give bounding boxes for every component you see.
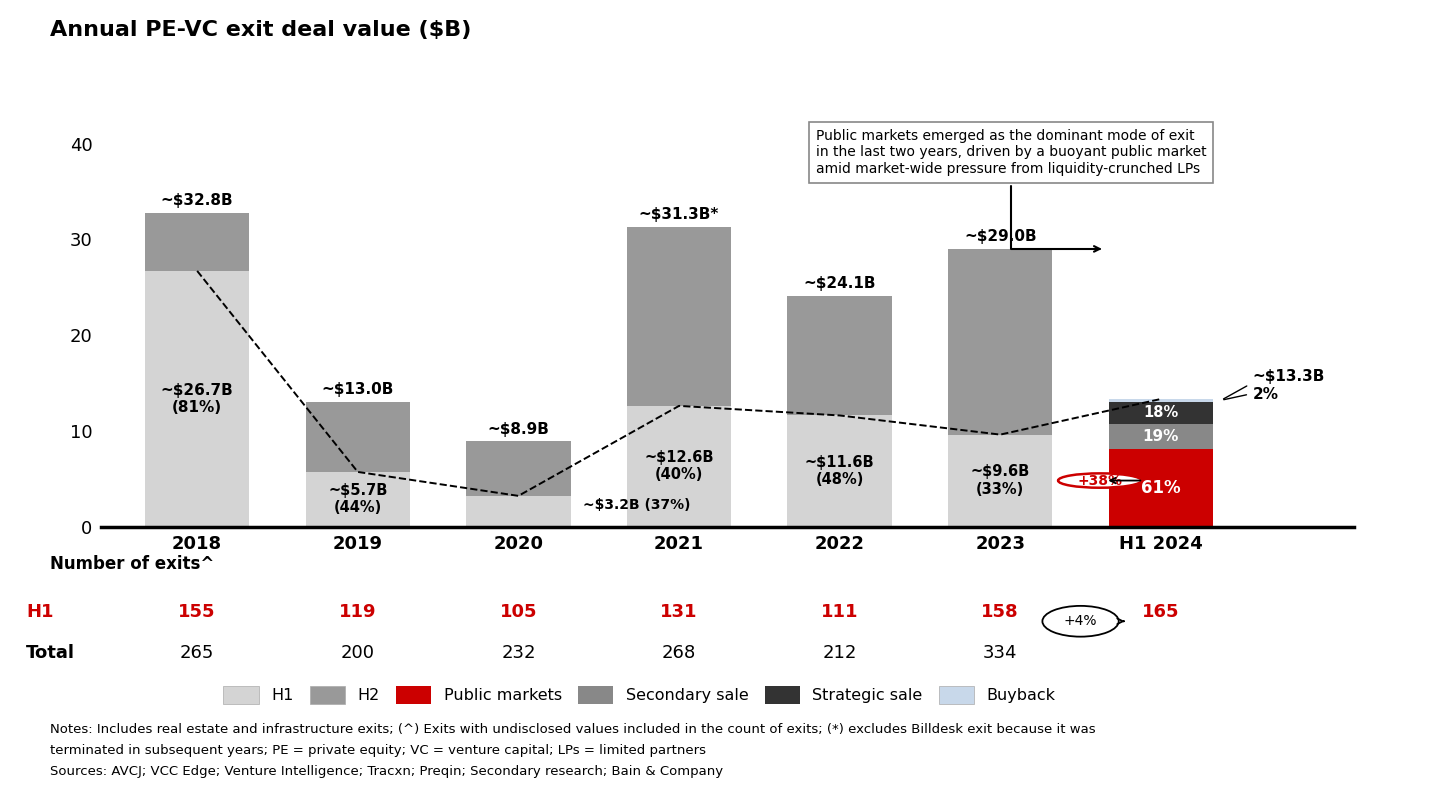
Text: +38%: +38% — [1077, 474, 1122, 488]
Text: ~$32.8B: ~$32.8B — [161, 193, 233, 207]
Text: terminated in subsequent years; PE = private equity; VC = venture capital; LPs =: terminated in subsequent years; PE = pri… — [50, 744, 707, 757]
Bar — [305, 472, 410, 526]
Text: Total: Total — [26, 644, 75, 662]
Bar — [1109, 424, 1212, 449]
Text: Notes: Includes real estate and infrastructure exits; (^) Exits with undisclosed: Notes: Includes real estate and infrastr… — [50, 723, 1096, 735]
Legend: H1, H2, Public markets, Secondary sale, Strategic sale, Buyback: H1, H2, Public markets, Secondary sale, … — [223, 686, 1056, 704]
Text: 200: 200 — [341, 644, 374, 662]
Text: 155: 155 — [179, 603, 216, 621]
Text: ~$29.0B: ~$29.0B — [963, 229, 1037, 244]
Text: Number of exits^: Number of exits^ — [50, 555, 215, 573]
Ellipse shape — [1058, 473, 1142, 488]
Text: 334: 334 — [984, 644, 1018, 662]
Bar — [467, 496, 570, 526]
Text: Annual PE-VC exit deal value ($B): Annual PE-VC exit deal value ($B) — [50, 20, 472, 40]
Bar — [788, 296, 891, 416]
Text: 111: 111 — [821, 603, 858, 621]
Text: ~$13.3B: ~$13.3B — [1253, 369, 1325, 384]
Text: ~$8.9B: ~$8.9B — [488, 421, 549, 437]
Text: Public markets emerged as the dominant mode of exit
in the last two years, drive: Public markets emerged as the dominant m… — [815, 130, 1207, 252]
Bar — [948, 435, 1053, 526]
Text: 18%: 18% — [1143, 406, 1178, 420]
Bar — [788, 416, 891, 526]
Text: ~$26.7B
(81%): ~$26.7B (81%) — [161, 382, 233, 415]
Text: ~$5.7B
(44%): ~$5.7B (44%) — [328, 483, 387, 515]
Text: ~$24.1B: ~$24.1B — [804, 276, 876, 291]
Text: Sources: AVCJ; VCC Edge; Venture Intelligence; Tracxn; Preqin; Secondary researc: Sources: AVCJ; VCC Edge; Venture Intelli… — [50, 765, 723, 778]
Bar — [145, 271, 249, 526]
Text: ~$12.6B
(40%): ~$12.6B (40%) — [644, 450, 714, 483]
Text: 131: 131 — [661, 603, 698, 621]
Bar — [626, 406, 732, 526]
Bar — [626, 227, 732, 406]
Text: 158: 158 — [982, 603, 1020, 621]
Text: ~$13.0B: ~$13.0B — [321, 382, 395, 397]
Text: ~$11.6B
(48%): ~$11.6B (48%) — [805, 454, 874, 487]
Text: ~$9.6B
(33%): ~$9.6B (33%) — [971, 464, 1030, 497]
Text: 165: 165 — [1142, 603, 1179, 621]
Text: ~$3.2B (37%): ~$3.2B (37%) — [583, 498, 691, 512]
Bar — [1109, 402, 1212, 424]
Bar — [948, 249, 1053, 435]
Text: 119: 119 — [338, 603, 376, 621]
Text: 232: 232 — [501, 644, 536, 662]
Text: 265: 265 — [180, 644, 215, 662]
Text: 61%: 61% — [1140, 479, 1181, 497]
Bar — [467, 441, 570, 496]
Text: 105: 105 — [500, 603, 537, 621]
Bar — [1109, 449, 1212, 526]
Text: ~$31.3B*: ~$31.3B* — [639, 207, 719, 222]
Text: 19%: 19% — [1143, 429, 1179, 444]
Bar — [1109, 399, 1212, 402]
Text: 212: 212 — [822, 644, 857, 662]
Ellipse shape — [1043, 606, 1119, 637]
Text: +4%: +4% — [1064, 614, 1097, 629]
Text: 2%: 2% — [1253, 386, 1279, 402]
Text: H1: H1 — [26, 603, 53, 621]
Bar — [305, 402, 410, 472]
Bar — [145, 212, 249, 271]
Text: 268: 268 — [662, 644, 696, 662]
